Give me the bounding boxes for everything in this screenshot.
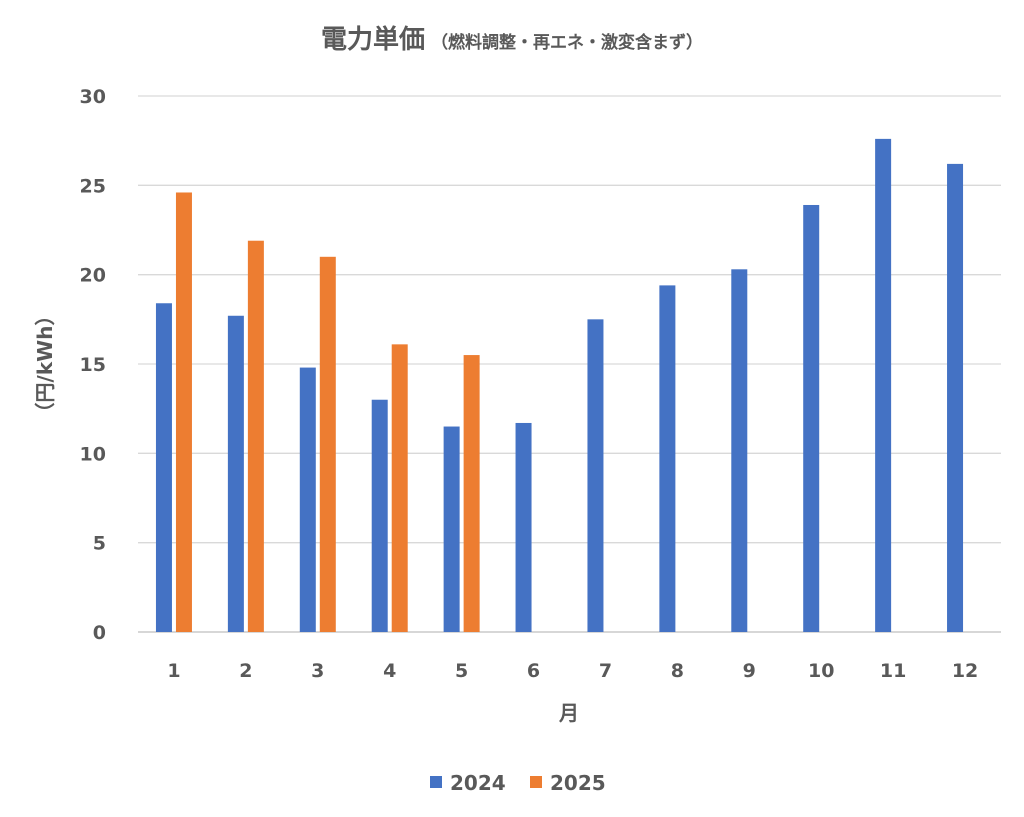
bar-2025-3 <box>319 256 336 632</box>
x-tick-labels: 1 2 3 4 5 6 7 8 9 10 11 12 <box>167 660 978 682</box>
bar-2024-3 <box>299 367 316 632</box>
x-tick-label: 1 <box>167 660 180 682</box>
x-tick-label: 9 <box>743 660 756 682</box>
y-tick-label: 10 <box>80 443 106 465</box>
x-tick-label: 4 <box>383 660 396 682</box>
x-tick-label: 8 <box>671 660 684 682</box>
bar-2024-12 <box>947 163 964 633</box>
bar-2024-9 <box>731 269 748 632</box>
bar-2024-7 <box>587 319 604 632</box>
x-tick-label: 12 <box>952 660 978 682</box>
bar-2025-2 <box>247 240 264 632</box>
bar-2025-4 <box>391 344 408 632</box>
bar-2025-1 <box>175 192 192 633</box>
chart-title: 電力単価 （燃料調整・再エネ・激変含まず） <box>321 25 703 55</box>
y-tick-label: 20 <box>80 265 106 287</box>
bar-2024-5 <box>443 426 460 632</box>
bar-2024-2 <box>227 315 244 632</box>
y-tick-label: 30 <box>80 86 106 108</box>
y-tick-label: 5 <box>93 533 106 555</box>
x-tick-label: 7 <box>599 660 612 682</box>
legend-label-2025: 2025 <box>550 771 606 795</box>
legend-swatch-2025 <box>530 776 542 788</box>
x-tick-label: 6 <box>527 660 540 682</box>
chart-title-main: 電力単価 <box>321 25 425 55</box>
chart-subtitle: （燃料調整・再エネ・激変含まず） <box>431 32 703 53</box>
bar-2024-11 <box>875 138 892 632</box>
legend-swatch-2024 <box>430 776 442 788</box>
y-tick-label: 25 <box>80 175 106 197</box>
bar-2024-6 <box>515 422 532 632</box>
legend: 2024 2025 <box>430 771 606 795</box>
x-tick-label: 3 <box>311 660 324 682</box>
y-tick-labels: 0 5 10 15 20 25 30 <box>80 86 106 644</box>
x-axis-label: 月 <box>558 701 579 725</box>
legend-label-2024: 2024 <box>450 771 506 795</box>
x-tick-label: 11 <box>880 660 906 682</box>
bar-2024-1 <box>155 303 172 632</box>
y-tick-label: 0 <box>93 622 106 644</box>
grid-lines <box>138 95 1001 633</box>
x-tick-label: 2 <box>239 660 252 682</box>
bar-2024-8 <box>659 285 676 632</box>
x-tick-label: 10 <box>808 660 834 682</box>
bar-2025-5 <box>463 355 480 632</box>
x-tick-label: 5 <box>455 660 468 682</box>
bars <box>155 138 964 633</box>
bar-2024-4 <box>371 399 388 632</box>
y-tick-label: 15 <box>80 354 106 376</box>
y-axis-label: （円/kWh） <box>33 306 57 423</box>
bar-2024-10 <box>803 204 820 632</box>
